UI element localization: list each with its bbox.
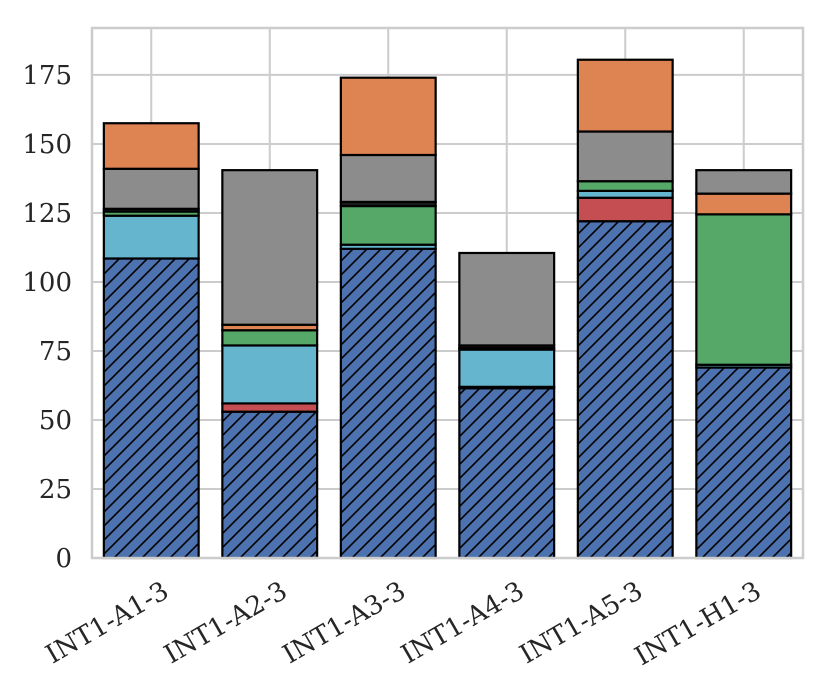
bar-segment-int1-a1-3-s6: [102, 167, 200, 210]
x-tick-label: INT1-A4-3: [396, 576, 529, 670]
bar-segment-int1-a1-3-s2: [102, 214, 200, 260]
y-tick-label: 100: [22, 268, 72, 298]
x-tick-label: INT1-A5-3: [515, 576, 648, 670]
bar-segment-int1-h1-3-s3: [695, 213, 793, 366]
bar-segment-int1-a5-3-s7: [576, 58, 674, 133]
x-tick-label: INT1-H1-3: [630, 576, 766, 672]
bar-segment-int1-a5-3-s6: [576, 130, 674, 183]
bar-segment-int1-h1-3-s6: [695, 169, 793, 195]
bar-segment-int1-a1-3-s7: [102, 122, 200, 170]
y-tick-label: 0: [55, 544, 72, 574]
bar-segment-int1-a4-3-s2: [458, 348, 556, 388]
bar-segment-int1-a2-3-s3: [221, 329, 319, 347]
bar-segment-int1-h1-3-s0: [695, 366, 793, 560]
x-tick-label: INT1-A3-3: [278, 576, 411, 670]
y-tick-label: 125: [22, 199, 72, 229]
y-tick-label: 175: [22, 61, 72, 91]
bar-segment-int1-a3-3-s7: [339, 76, 437, 157]
plot-frame: [90, 26, 805, 560]
x-tick-label: INT1-A2-3: [159, 576, 292, 670]
bar-segment-int1-a2-3-s2: [221, 344, 319, 405]
bar-segment-int1-a2-3-s0: [221, 410, 319, 560]
bar-segment-int1-a3-3-s6: [339, 153, 437, 204]
x-tick-label: INT1-A1-3: [41, 576, 174, 670]
bars: [102, 58, 793, 560]
bar-segment-int1-a3-3-s0: [339, 247, 437, 560]
bar-segment-int1-a5-3-s1: [576, 196, 674, 223]
bar-segment-int1-a4-3-s6: [458, 251, 556, 347]
bar-segment-int1-a5-3-s3: [576, 180, 674, 192]
y-tick-label: 150: [22, 130, 72, 160]
y-tick-label: 75: [39, 337, 72, 367]
y-tick-label: 25: [39, 475, 72, 505]
y-tick-label: 50: [39, 406, 72, 436]
bar-segment-int1-a2-3-s6: [221, 169, 319, 326]
bar-segment-int1-a2-3-s1: [221, 402, 319, 413]
x-axis-ticks: INT1-A1-3INT1-A2-3INT1-A3-3INT1-A4-3INT1…: [41, 576, 767, 672]
bar-segment-int1-a1-3-s0: [102, 257, 200, 560]
bar-segment-int1-h1-3-s5: [695, 192, 793, 216]
y-axis-ticks: 0 25 50 75 100 125 150 175: [22, 61, 72, 574]
bar-segment-int1-a4-3-s0: [458, 387, 556, 560]
bar-segment-int1-a5-3-s0: [576, 220, 674, 560]
bar-segment-int1-a3-3-s3: [339, 204, 437, 246]
